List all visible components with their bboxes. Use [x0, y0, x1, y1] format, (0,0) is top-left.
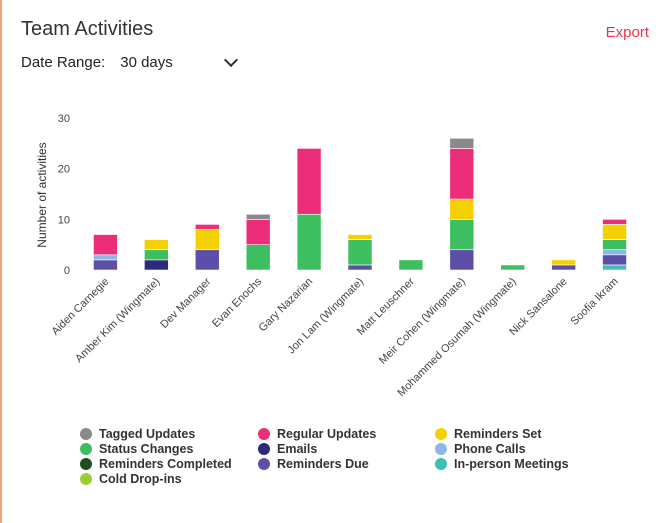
- bar-segment: [194, 224, 220, 230]
- legend-item[interactable]: Reminders Due: [258, 457, 369, 471]
- bar-segment: [93, 259, 118, 271]
- legend-label: Status Changes: [99, 442, 194, 456]
- bar-segment: [144, 249, 169, 261]
- legend-label: Phone Calls: [454, 442, 526, 456]
- legend-swatch-icon: [435, 428, 447, 440]
- page-title: Team Activities: [21, 18, 154, 40]
- bar-segment: [144, 259, 169, 271]
- legend-label: Reminders Due: [277, 457, 369, 471]
- legend-label: Emails: [277, 442, 318, 456]
- bar-segment: [500, 264, 526, 271]
- x-tick-label: Amber Kim (Wingmate): [73, 276, 162, 365]
- left-accent-border: [0, 0, 2, 523]
- date-range-select[interactable]: 30 days: [120, 52, 240, 71]
- legend-item[interactable]: Tagged Updates: [80, 427, 195, 441]
- legend-swatch-icon: [258, 428, 270, 440]
- bar-segment: [449, 137, 475, 149]
- y-tick-label: 20: [58, 164, 70, 176]
- date-range-value: 30 days: [120, 54, 173, 71]
- legend-item[interactable]: Regular Updates: [258, 427, 376, 441]
- bar-segment: [245, 219, 271, 245]
- bar-segment: [449, 249, 475, 271]
- legend-swatch-icon: [80, 458, 92, 470]
- bar-segment: [602, 219, 627, 225]
- y-tick-label: 10: [58, 214, 70, 226]
- legend-item[interactable]: Reminders Completed: [80, 457, 232, 471]
- bar-segment: [194, 229, 220, 251]
- legend-swatch-icon: [80, 473, 92, 485]
- export-button[interactable]: Export: [605, 24, 649, 41]
- bar-segment: [93, 254, 118, 261]
- legend-item[interactable]: Cold Drop-ins: [80, 472, 182, 486]
- bar-segment: [398, 259, 424, 271]
- legend-swatch-icon: [435, 458, 447, 470]
- bar-segment: [602, 249, 627, 256]
- bars: [93, 137, 627, 271]
- bar-segment: [602, 264, 627, 271]
- bar-segment: [296, 213, 322, 271]
- x-tick-label: Soofia Ikram: [569, 276, 621, 328]
- bar-segment: [347, 264, 373, 271]
- legend-swatch-icon: [258, 458, 270, 470]
- x-tick-label: Meir Cohen (Wingmate): [377, 276, 468, 367]
- legend-swatch-icon: [435, 443, 447, 455]
- legend-swatch-icon: [80, 443, 92, 455]
- x-tick-label: Evan Enochs: [210, 275, 265, 330]
- legend-item[interactable]: Reminders Set: [435, 427, 542, 441]
- legend-swatch-icon: [80, 428, 92, 440]
- bar-segment: [602, 254, 627, 266]
- y-tick-label: 0: [64, 265, 70, 277]
- x-tick-label: Dev Manager: [158, 275, 213, 330]
- legend-label: Cold Drop-ins: [99, 472, 182, 486]
- bar-segment: [602, 239, 627, 251]
- bar-segment: [93, 234, 118, 256]
- bar-segment: [449, 198, 475, 220]
- bar-segment: [449, 148, 475, 200]
- bar-segment: [296, 148, 322, 215]
- date-range-label: Date Range:: [21, 54, 106, 71]
- y-axis: 0 10 20 30: [58, 113, 70, 277]
- bar-segment: [449, 219, 475, 251]
- date-range-filter: Date Range: 30 days: [21, 52, 240, 71]
- y-axis-label: Number of activities: [35, 142, 49, 247]
- bar-segment: [551, 264, 576, 271]
- bar-segment: [347, 239, 373, 266]
- legend-label: Reminders Set: [454, 427, 542, 441]
- legend-label: Regular Updates: [277, 427, 377, 441]
- bar-segment: [551, 259, 576, 266]
- bar-segment: [144, 239, 169, 251]
- bar-segment: [347, 234, 373, 240]
- legend-label: Reminders Completed: [99, 457, 232, 471]
- bar-segment: [602, 224, 627, 240]
- bar-segment: [245, 213, 271, 220]
- bar-segment: [245, 244, 271, 271]
- legend-label: In-person Meetings: [454, 457, 569, 471]
- legend-item[interactable]: Phone Calls: [435, 442, 526, 456]
- legend-item[interactable]: Status Changes: [80, 442, 193, 456]
- legend-label: Tagged Updates: [99, 427, 196, 441]
- bar-segment: [194, 249, 220, 271]
- y-tick-label: 30: [58, 113, 70, 125]
- legend-swatch-icon: [258, 443, 270, 455]
- legend-item[interactable]: In-person Meetings: [435, 457, 569, 471]
- legend-item[interactable]: Emails: [258, 442, 317, 456]
